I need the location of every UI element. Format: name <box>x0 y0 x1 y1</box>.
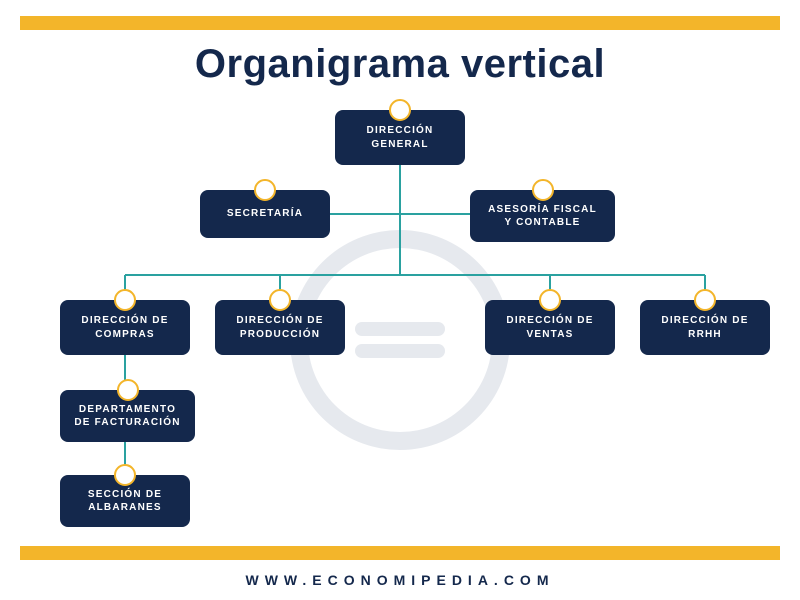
node-circle-icon <box>269 289 291 311</box>
org-chart-canvas: DIRECCIÓNGENERALSECRETARÍAASESORÍA FISCA… <box>0 0 800 600</box>
node-circle-icon <box>114 289 136 311</box>
node-circle-icon <box>389 99 411 121</box>
node-circle-icon <box>114 464 136 486</box>
node-circle-icon <box>539 289 561 311</box>
node-circle-icon <box>117 379 139 401</box>
node-circle-icon <box>694 289 716 311</box>
node-circle-icon <box>254 179 276 201</box>
node-circle-icon <box>532 179 554 201</box>
